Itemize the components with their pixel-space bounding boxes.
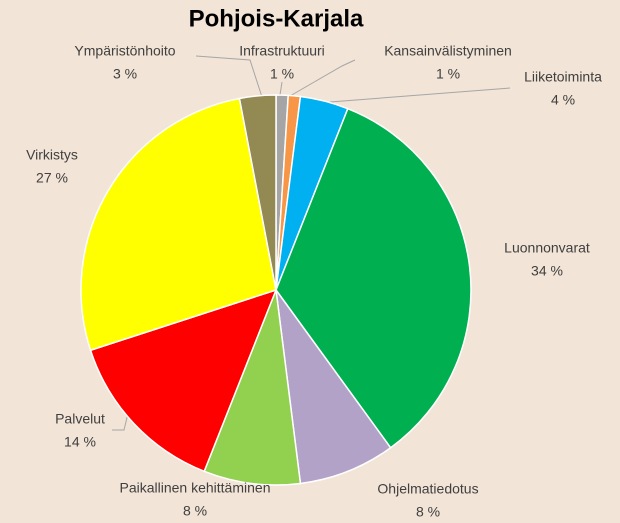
slice-value-label: 4 % [551,92,575,108]
slice-label: Ohjelmatiedotus [377,481,478,497]
slice-value-label: 14 % [64,434,96,450]
slice-label: Paikallinen kehittäminen [120,480,271,496]
slice-value-label: 27 % [36,170,68,186]
slice-value-label: 34 % [531,263,563,279]
slice-label: Infrastruktuuri [239,43,325,59]
pie-slice [203,289,302,486]
leader-lines [112,55,511,431]
slice-value-label: 1 % [270,66,294,82]
slice-label: Virkistys [26,147,78,163]
slice-value-label: 3 % [113,66,137,82]
slice-value-label: 8 % [183,503,207,519]
slice-value-label: 8 % [416,504,440,520]
leader-line [289,59,356,97]
pie-slice [80,97,277,352]
chart-title: Pohjois-Karjala [189,5,364,32]
pie-slice [275,107,472,449]
slice-label: Ympäristönhoito [74,43,175,59]
leader-line [329,87,511,103]
pie-slice [238,94,277,291]
leader-line [279,81,283,96]
slice-label: Liiketoiminta [524,69,602,85]
slice-value-label: 1 % [436,66,460,82]
pie-slice [275,289,392,485]
slice-label: Palvelut [55,411,105,427]
slice-label: Luonnonvarat [504,240,590,256]
slice-label: Kansainvälistyminen [384,43,512,59]
leader-line [195,55,263,98]
